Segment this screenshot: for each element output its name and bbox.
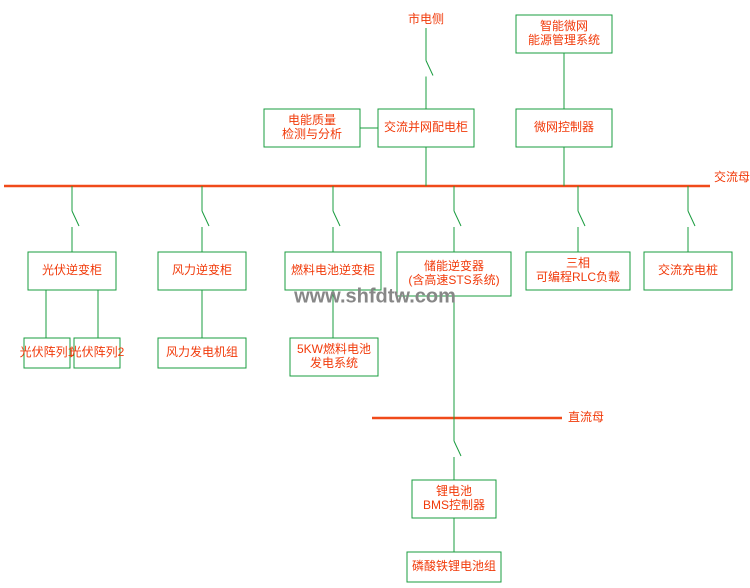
ems-box-label1: 智能微网 [540,18,588,33]
watermark: www.shfdtw.com [293,285,456,307]
pv2-box-label: 光伏阵列2 [70,345,125,359]
pq-box-label2: 检测与分析 [282,126,342,141]
fc-box-label1: 5KW燃料电池 [297,341,371,356]
bms-box-label1: 锂电池 [436,483,472,498]
sto-box-label1: 储能逆变器 [424,258,484,273]
wind-inv-box-label: 风力逆变柜 [172,262,232,277]
rlc-box-label1: 三相 [566,256,590,270]
rlc-box-label2: 可编程RLC负载 [536,269,620,284]
mgc-box-label: 微网控制器 [534,120,594,134]
grid-box-label: 交流并网配电柜 [384,119,468,134]
acchg-box-label: 交流充电桩 [658,262,718,277]
bms-box-label2: BMS控制器 [423,498,485,512]
pq-box-label1: 电能质量 [288,113,336,127]
pv-inv-box-label: 光伏逆变柜 [42,262,102,277]
pv1-box-label: 光伏阵列1 [20,345,75,359]
lfp-box-label: 磷酸铁锂电池组 [412,558,496,573]
grid-label: 市电侧 [408,11,444,26]
fc-inv-box-label: 燃料电池逆变柜 [291,262,375,277]
fc-box-label2: 发电系统 [310,355,358,370]
ems-box-label2: 能源管理系统 [528,32,600,47]
dc-bus-label: 直流母 [568,410,604,424]
wind-gen-box-label: 风力发电机组 [166,344,238,359]
ac-bus-label: 交流母线 [714,169,750,184]
